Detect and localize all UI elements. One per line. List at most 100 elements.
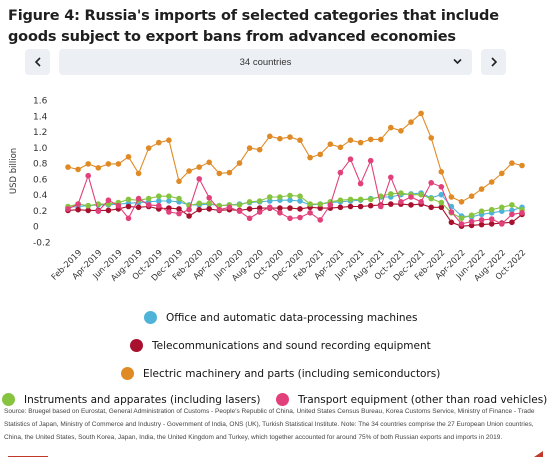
data-point	[226, 204, 233, 211]
series-line-4	[67, 158, 523, 225]
data-point	[317, 205, 324, 211]
data-point	[216, 206, 223, 213]
data-point	[287, 197, 293, 203]
data-point	[105, 197, 112, 203]
data-point	[388, 124, 394, 131]
data-point	[428, 180, 435, 186]
data-point	[519, 162, 525, 169]
data-point	[75, 206, 81, 213]
y-tick-label: 1.2	[33, 128, 47, 138]
y-tick-label: -0.2	[33, 239, 51, 249]
country-group-select[interactable]: 34 countries	[59, 49, 472, 75]
y-tick-label: 0	[33, 223, 39, 233]
data-point	[156, 198, 162, 204]
data-point	[428, 204, 435, 211]
data-point	[277, 205, 283, 211]
data-point	[277, 194, 283, 200]
data-point	[246, 206, 253, 212]
data-point	[509, 207, 515, 214]
data-point	[166, 193, 172, 199]
data-point	[357, 180, 364, 187]
data-point	[75, 201, 81, 207]
legend-label: Instruments and apparates (including las…	[24, 393, 261, 406]
data-point	[267, 194, 273, 200]
data-point	[186, 206, 192, 213]
data-point	[297, 214, 303, 221]
legend-item-office-machines[interactable]: Office and automatic data-processing mac…	[144, 311, 417, 324]
data-point	[488, 206, 495, 213]
legend-marker	[144, 311, 157, 324]
data-point	[105, 207, 112, 214]
data-point	[519, 210, 525, 216]
data-point	[468, 212, 475, 218]
data-point	[246, 215, 253, 222]
data-point	[357, 196, 364, 203]
data-point	[408, 194, 414, 200]
legend-item-transport-equipment[interactable]: Transport equipment (other than road veh…	[276, 393, 547, 406]
data-point	[65, 206, 71, 212]
data-point	[156, 193, 162, 199]
y-tick-label: 0.8	[33, 160, 48, 170]
data-point	[145, 195, 152, 202]
legend-item-telecommunications[interactable]: Telecommunications and sound recording e…	[130, 339, 431, 352]
data-point	[509, 160, 515, 166]
data-point	[206, 200, 212, 207]
data-point	[125, 196, 132, 203]
data-point	[95, 165, 102, 171]
data-point	[246, 145, 253, 151]
data-point	[287, 215, 293, 222]
data-point	[75, 166, 81, 173]
data-point	[458, 221, 465, 227]
data-point	[327, 141, 334, 147]
data-point	[287, 205, 293, 211]
data-point	[488, 221, 495, 227]
corner-logo-mark	[534, 451, 543, 457]
data-point	[438, 191, 445, 198]
chart-title: Figure 4: Russia's imports of selected c…	[8, 8, 499, 45]
data-point	[166, 137, 172, 143]
data-point	[499, 170, 505, 177]
data-point	[307, 210, 313, 216]
data-point	[468, 193, 475, 199]
y-tick-label: 1.4	[33, 112, 48, 122]
legend-item-instruments[interactable]: Instruments and apparates (including las…	[2, 393, 260, 406]
data-point	[499, 208, 505, 214]
data-point	[115, 202, 122, 209]
data-point	[388, 201, 394, 207]
data-point	[357, 139, 364, 146]
series-line-3	[67, 192, 523, 219]
y-tick-label: 1.0	[33, 144, 48, 154]
data-point	[145, 145, 152, 151]
data-point	[166, 209, 172, 215]
data-point	[65, 164, 71, 170]
data-point	[206, 159, 212, 166]
data-point	[236, 160, 243, 166]
data-point	[509, 202, 515, 208]
data-point	[327, 202, 334, 208]
data-point	[418, 191, 424, 198]
data-point	[458, 199, 465, 205]
data-point	[85, 202, 91, 209]
data-point	[256, 146, 263, 153]
data-point	[347, 156, 354, 162]
data-point	[357, 203, 364, 210]
data-point	[135, 195, 142, 202]
data-point	[196, 164, 202, 170]
data-point	[85, 207, 91, 214]
data-point	[438, 204, 445, 211]
legend-label: Telecommunications and sound recording e…	[152, 339, 431, 352]
next-button[interactable]	[481, 49, 506, 75]
data-point	[478, 217, 485, 223]
source-note: Source: Bruegel based on Eurostat, Gener…	[4, 408, 535, 441]
data-point	[337, 144, 344, 151]
prev-button[interactable]	[25, 49, 50, 75]
data-point	[85, 161, 91, 167]
data-point	[448, 209, 455, 215]
data-point	[418, 110, 424, 117]
data-point	[216, 202, 223, 209]
data-point	[488, 216, 495, 222]
data-point	[378, 203, 384, 210]
data-point	[468, 222, 475, 229]
legend-item-electric-machinery[interactable]: Electric machinery and parts (including …	[121, 367, 440, 380]
data-point	[428, 135, 435, 141]
